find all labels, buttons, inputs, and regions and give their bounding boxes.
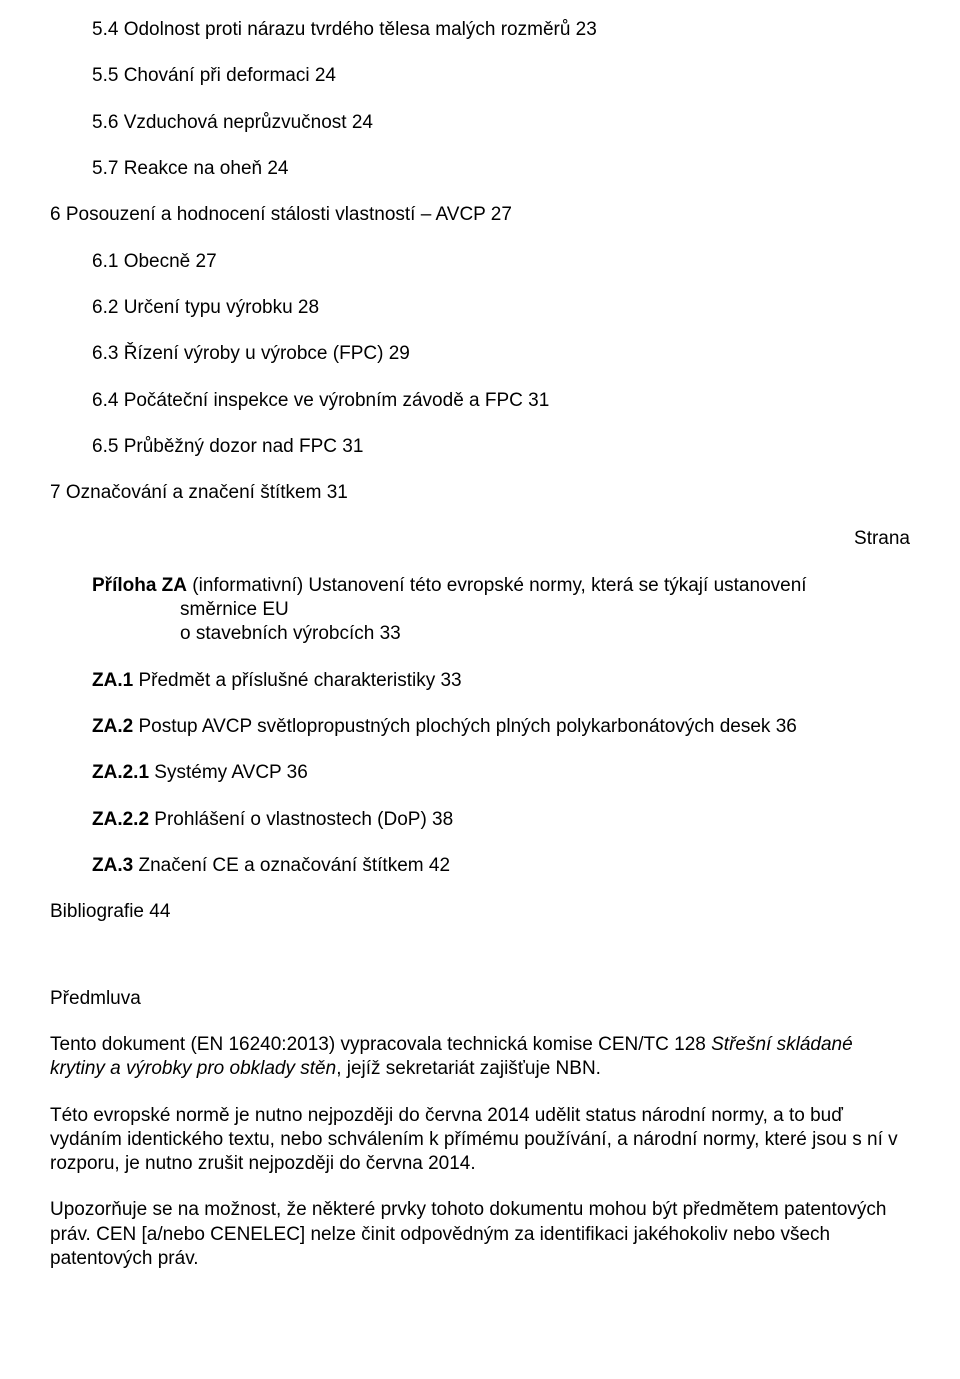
foreword-p1: Tento dokument (EN 16240:2013) vypracova… — [50, 1033, 910, 1082]
toc-item-za-3-text: Značení CE a označování štítkem 42 — [133, 855, 450, 876]
toc-item-5-7: 5.7 Reakce na oheň 24 — [92, 157, 910, 181]
toc-item-za-text3: o stavebních výrobcích 33 — [180, 623, 401, 644]
toc-item-6-1: 6.1 Obecně 27 — [92, 250, 910, 274]
toc-item-5-6: 5.6 Vzduchová neprůzvučnost 24 — [92, 111, 910, 135]
toc-item-6-5: 6.5 Průběžný dozor nad FPC 31 — [92, 435, 910, 459]
toc-item-za-text1: (informativní) Ustanovení této evropské … — [187, 575, 807, 596]
toc-item-za-1-text: Předmět a příslušné charakteristiky 33 — [133, 670, 461, 691]
toc-item-za-2-1-lead: ZA.2.1 — [92, 762, 149, 783]
toc-item-za-3-lead: ZA.3 — [92, 855, 133, 876]
foreword-p1-b: , jejíž sekretariát zajišťuje NBN. — [336, 1058, 601, 1079]
toc-item-za-lead: Příloha ZA — [92, 575, 187, 596]
toc-item-za-1: ZA.1 Předmět a příslušné charakteristiky… — [92, 669, 910, 693]
toc-item-5-5: 5.5 Chování při deformaci 24 — [92, 64, 910, 88]
page-col-header-strana: Strana — [50, 527, 910, 551]
toc-item-6-2: 6.2 Určení typu výrobku 28 — [92, 296, 910, 320]
toc-item-7: 7 Označování a značení štítkem 31 — [50, 481, 910, 505]
toc-item-za-2-2-lead: ZA.2.2 — [92, 809, 149, 830]
foreword-p3: Upozorňuje se na možnost, že některé prv… — [50, 1198, 910, 1271]
toc-item-6: 6 Posouzení a hodnocení stálosti vlastno… — [50, 203, 910, 227]
toc-item-za-2-1: ZA.2.1 Systémy AVCP 36 — [92, 761, 910, 785]
foreword-p2: Této evropské normě je nutno nejpozději … — [50, 1104, 910, 1177]
toc-item-za-3: ZA.3 Značení CE a označování štítkem 42 — [92, 854, 910, 878]
toc-item-za: Příloha ZA (informativní) Ustanovení tét… — [92, 574, 910, 647]
foreword-p1-a: Tento dokument (EN 16240:2013) vypracova… — [50, 1034, 711, 1055]
toc-item-za-2-text: Postup AVCP světlopropustných plochých p… — [133, 716, 797, 737]
toc-item-za-2-2-text: Prohlášení o vlastnostech (DoP) 38 — [149, 809, 453, 830]
toc-item-za-2-lead: ZA.2 — [92, 716, 133, 737]
toc-item-za-2-2: ZA.2.2 Prohlášení o vlastnostech (DoP) 3… — [92, 808, 910, 832]
toc-item-za-text2: směrnice EU — [180, 599, 289, 620]
toc-item-za-2: ZA.2 Postup AVCP světlopropustných ploch… — [92, 715, 910, 739]
toc-item-6-3: 6.3 Řízení výroby u výrobce (FPC) 29 — [92, 342, 910, 366]
toc-item-6-4: 6.4 Počáteční inspekce ve výrobním závod… — [92, 389, 910, 413]
toc-item-5-4: 5.4 Odolnost proti nárazu tvrdého tělesa… — [92, 18, 910, 42]
foreword-title: Předmluva — [50, 987, 910, 1011]
toc-item-bibliography: Bibliografie 44 — [50, 900, 910, 924]
toc-item-za-2-1-text: Systémy AVCP 36 — [149, 762, 308, 783]
toc-item-za-1-lead: ZA.1 — [92, 670, 133, 691]
